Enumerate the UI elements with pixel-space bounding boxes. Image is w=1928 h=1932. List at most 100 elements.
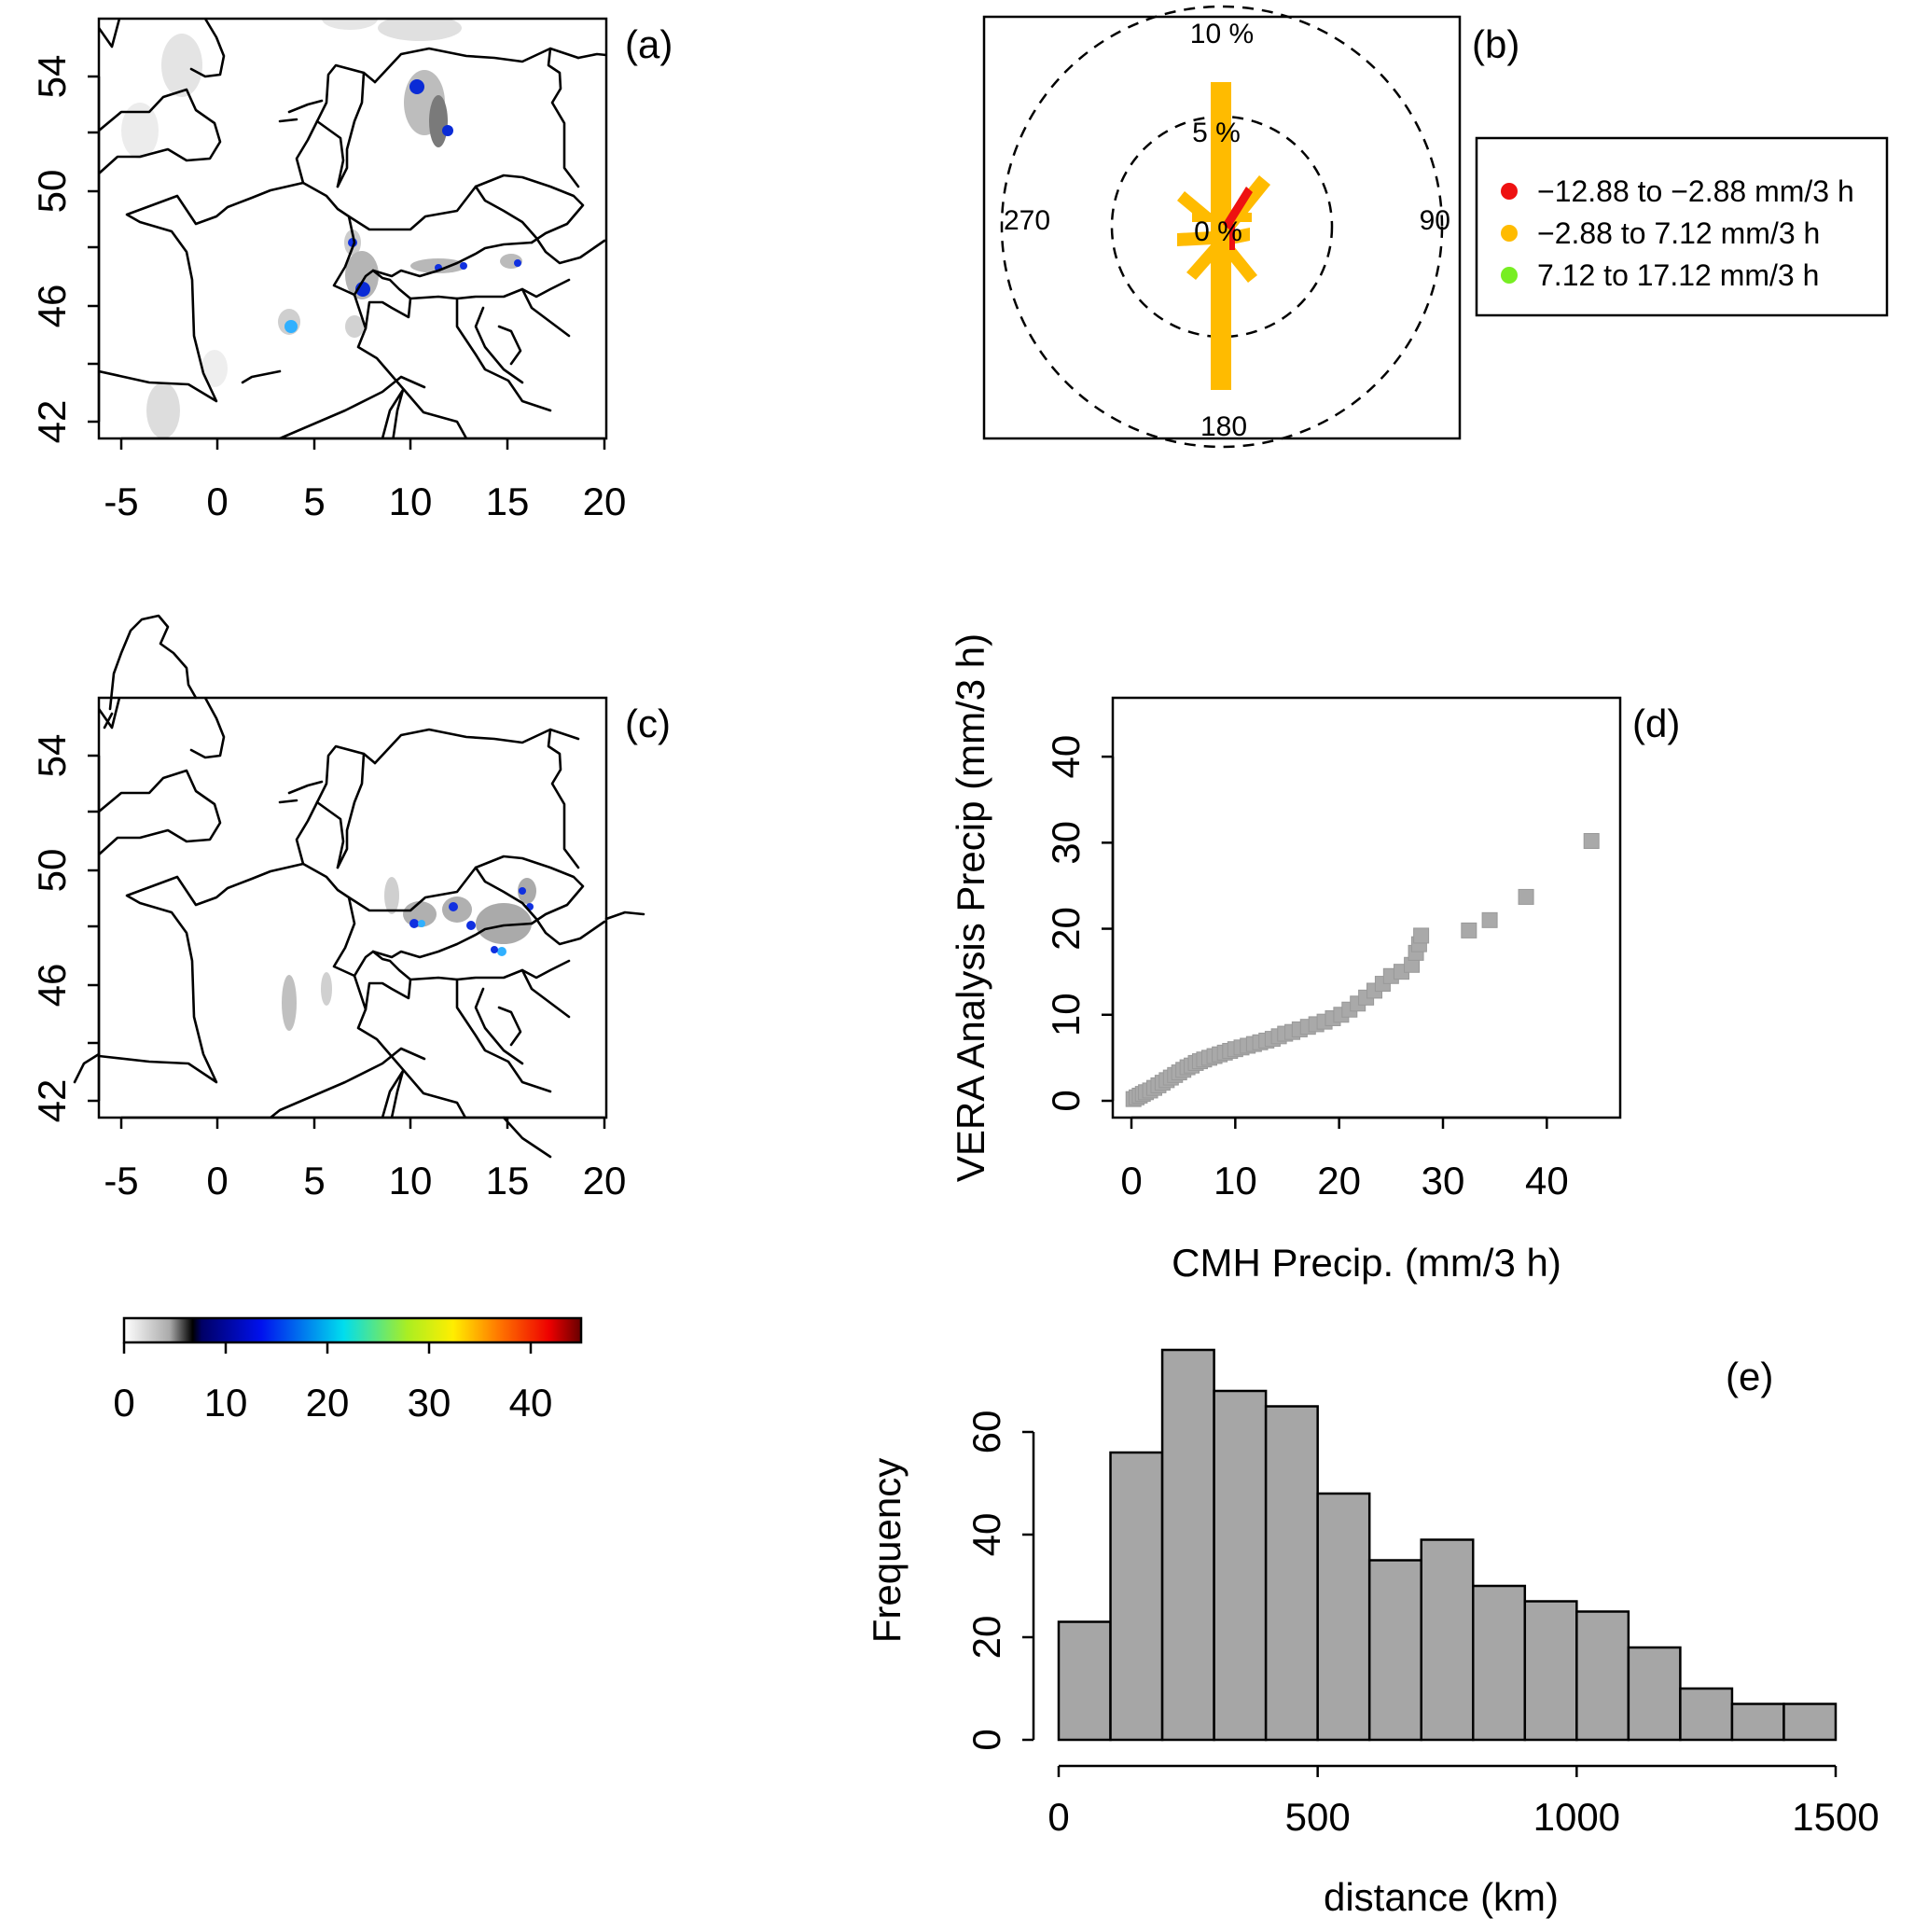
histogram-bars bbox=[1057, 1348, 1838, 1742]
rose-ring-label-5: 5 % bbox=[1192, 118, 1241, 148]
map-a-ytick: 46 bbox=[30, 285, 74, 328]
map-c-precip-shading bbox=[282, 877, 536, 1031]
panel-label-d: (d) bbox=[1632, 702, 1680, 745]
histogram-ytick: 0 bbox=[964, 1729, 1008, 1750]
colorbar-tick: 0 bbox=[113, 1381, 134, 1425]
map-c-xtick: 15 bbox=[486, 1159, 530, 1202]
scatter-point bbox=[1413, 927, 1430, 944]
legend-dot bbox=[1501, 183, 1518, 200]
colorbar: 0 10 20 30 40 bbox=[113, 1316, 583, 1425]
scatter-point bbox=[1481, 911, 1498, 928]
map-a-x-axis: -5 0 5 10 15 20 bbox=[104, 437, 627, 523]
map-a-xtick: -5 bbox=[104, 480, 138, 523]
map-c-borders bbox=[99, 698, 606, 1118]
scatter-ytick: 0 bbox=[1044, 1090, 1088, 1111]
map-c-xtick: 10 bbox=[389, 1159, 433, 1202]
histogram-ytick: 40 bbox=[964, 1513, 1008, 1557]
scatter-y-axis: 0 10 20 30 40 bbox=[1044, 735, 1115, 1112]
map-a-xtick: 0 bbox=[206, 480, 228, 523]
rose-ring-10 bbox=[1000, 5, 1444, 449]
legend-label: −2.88 to 7.12 mm/3 h bbox=[1537, 216, 1820, 250]
scatter-xtick: 10 bbox=[1214, 1159, 1257, 1202]
histogram-bar bbox=[1264, 1405, 1319, 1742]
panel-label-e: (e) bbox=[1726, 1355, 1773, 1398]
legend-label: 7.12 to 17.12 mm/3 h bbox=[1537, 258, 1819, 292]
map-c-scotland bbox=[103, 614, 198, 730]
map-panel-a: -5 0 5 10 15 20 42 46 50 54 (a) bbox=[30, 17, 673, 523]
map-c-ytick: 46 bbox=[30, 964, 74, 1008]
map-c-x-axis: -5 0 5 10 15 20 bbox=[104, 1116, 627, 1202]
histogram-bar bbox=[1316, 1492, 1371, 1742]
map-c-xtick: 0 bbox=[206, 1159, 228, 1202]
map-c-ytick: 54 bbox=[30, 734, 74, 778]
histogram-bar bbox=[1367, 1559, 1422, 1742]
panel-label-c: (c) bbox=[625, 702, 671, 745]
histogram-bar bbox=[1472, 1584, 1527, 1742]
map-c-ytick: 50 bbox=[30, 849, 74, 893]
histogram-xtick: 500 bbox=[1285, 1795, 1351, 1839]
rose-dir-label-180: 180 bbox=[1200, 411, 1247, 442]
scatter-x-axis: 0 10 20 30 40 bbox=[1120, 1116, 1569, 1202]
scatter-ytick: 20 bbox=[1044, 907, 1088, 951]
colorbar-tick: 20 bbox=[306, 1381, 350, 1425]
legend-dot bbox=[1501, 225, 1518, 242]
scatter-y-title: VERA Analysis Precip (mm/3 h) bbox=[949, 633, 992, 1182]
map-a-xtick: 5 bbox=[303, 480, 325, 523]
histogram-panel-e: 0 500 1000 1500 0 20 40 60 distance (km) Frequ… bbox=[865, 1348, 1879, 1919]
histogram-xtick: 1000 bbox=[1533, 1795, 1620, 1839]
map-panel-c: -5 0 5 10 15 20 42 46 50 54 (c) bbox=[30, 614, 671, 1202]
scatter-x-title: CMH Precip. (mm/3 h) bbox=[1172, 1241, 1561, 1285]
scatter-ytick: 30 bbox=[1044, 821, 1088, 865]
map-a-xtick: 10 bbox=[389, 480, 433, 523]
histogram-bar bbox=[1420, 1538, 1475, 1742]
panel-label-a: (a) bbox=[625, 22, 673, 66]
rose-dir-label-270: 270 bbox=[1004, 205, 1050, 236]
scatter-ytick: 10 bbox=[1044, 993, 1088, 1036]
colorbar-gradient bbox=[122, 1316, 583, 1344]
map-a-precip-shading bbox=[121, 19, 522, 438]
histogram-ytick: 20 bbox=[964, 1616, 1008, 1660]
map-a-xtick: 20 bbox=[583, 480, 627, 523]
scatter-panel-d: 0 10 20 30 40 0 10 20 30 40 CMH Precip. (mm/3 h)… bbox=[949, 633, 1680, 1285]
rose-frame bbox=[982, 15, 1462, 440]
scatter-point bbox=[1461, 922, 1477, 938]
scatter-xtick: 20 bbox=[1317, 1159, 1361, 1202]
colorbar-tick: 40 bbox=[509, 1381, 553, 1425]
histogram-bar bbox=[1523, 1600, 1578, 1742]
panel-label-b: (b) bbox=[1472, 22, 1519, 66]
rose-panel-b: 10 % 5 % 0 % 270 90 180 −12.88 to −2.88 … bbox=[982, 5, 1889, 449]
colorbar-tick: 10 bbox=[204, 1381, 248, 1425]
histogram-bar bbox=[1730, 1703, 1785, 1742]
map-c-outside-borders bbox=[73, 910, 645, 1159]
scatter-frame bbox=[1111, 696, 1622, 1119]
histogram-bar bbox=[1057, 1620, 1112, 1742]
map-c-ytick: 42 bbox=[30, 1079, 74, 1123]
rose-ring-label-10: 10 % bbox=[1190, 19, 1254, 49]
histogram-x-axis: 0 500 1000 1500 bbox=[1047, 1764, 1879, 1839]
map-a-xtick: 15 bbox=[486, 480, 530, 523]
histogram-bar bbox=[1575, 1610, 1630, 1742]
histogram-bar bbox=[1782, 1703, 1838, 1742]
rose-dir-label-90: 90 bbox=[1420, 205, 1450, 236]
map-a-borders bbox=[99, 19, 606, 438]
histogram-xtick: 1500 bbox=[1792, 1795, 1879, 1839]
histogram-bar bbox=[1627, 1646, 1682, 1742]
histogram-ytick: 60 bbox=[964, 1411, 1008, 1454]
histogram-bar bbox=[1109, 1451, 1164, 1742]
map-c-xtick: -5 bbox=[104, 1159, 138, 1202]
rose-legend-box bbox=[1475, 136, 1889, 317]
histogram-y-axis: 0 20 40 60 bbox=[964, 1411, 1035, 1751]
histogram-y-title: Frequency bbox=[865, 1458, 909, 1643]
map-c-xtick: 20 bbox=[583, 1159, 627, 1202]
map-c-xtick: 5 bbox=[303, 1159, 325, 1202]
rose-bars-red bbox=[1223, 187, 1253, 250]
colorbar-tick: 30 bbox=[408, 1381, 451, 1425]
scatter-ytick: 40 bbox=[1044, 735, 1088, 779]
map-c-y-axis: 42 46 50 54 bbox=[30, 734, 101, 1123]
scatter-point bbox=[1518, 888, 1534, 905]
histogram-bar bbox=[1679, 1687, 1734, 1742]
legend-dot bbox=[1501, 267, 1518, 284]
rose-ring-label-0: 0 % bbox=[1194, 216, 1242, 247]
scatter-xtick: 0 bbox=[1120, 1159, 1142, 1202]
